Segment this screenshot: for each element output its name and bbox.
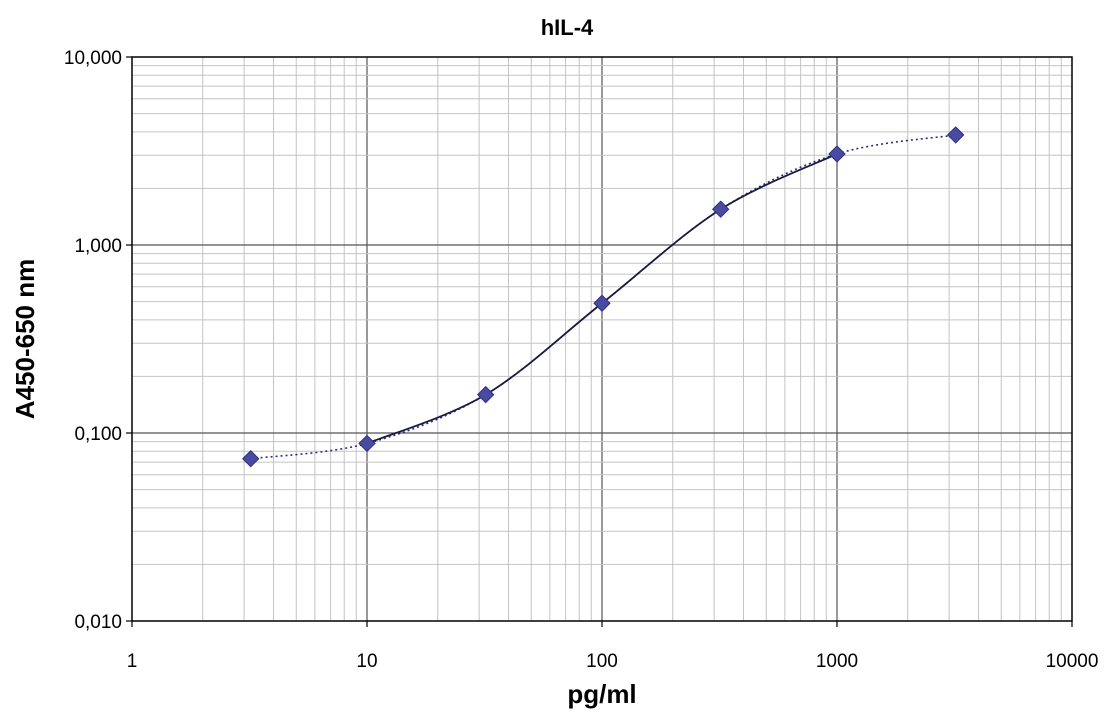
y-tick-label: 1,000 xyxy=(74,236,122,257)
y-axis-label: A450-650 nm xyxy=(10,259,40,419)
x-axis-label: pg/ml xyxy=(567,679,636,709)
y-tick-label: 0,100 xyxy=(74,424,122,445)
data-points xyxy=(242,126,965,468)
data-point xyxy=(828,145,846,163)
data-point xyxy=(358,434,376,453)
grid xyxy=(132,57,1072,621)
y-tick-label: 10,000 xyxy=(64,48,122,69)
x-tick-label: 10 xyxy=(356,651,377,672)
y-tick-labels: 0,010 0,100 1,000 10,000 xyxy=(64,48,132,633)
data-point xyxy=(242,449,260,468)
y-tick-label: 0,010 xyxy=(74,612,122,633)
data-point xyxy=(593,294,611,312)
chart-title: hIL-4 xyxy=(541,15,594,40)
x-tick-label: 100 xyxy=(586,651,618,672)
x-tick-label: 1000 xyxy=(816,651,858,672)
data-point xyxy=(947,126,965,144)
x-tick-label: 1 xyxy=(127,651,138,672)
data-point xyxy=(477,385,495,404)
data-point xyxy=(712,200,730,218)
x-tick-label: 10000 xyxy=(1046,651,1099,672)
x-tick-labels: 1 10 100 1000 10000 xyxy=(127,621,1099,672)
